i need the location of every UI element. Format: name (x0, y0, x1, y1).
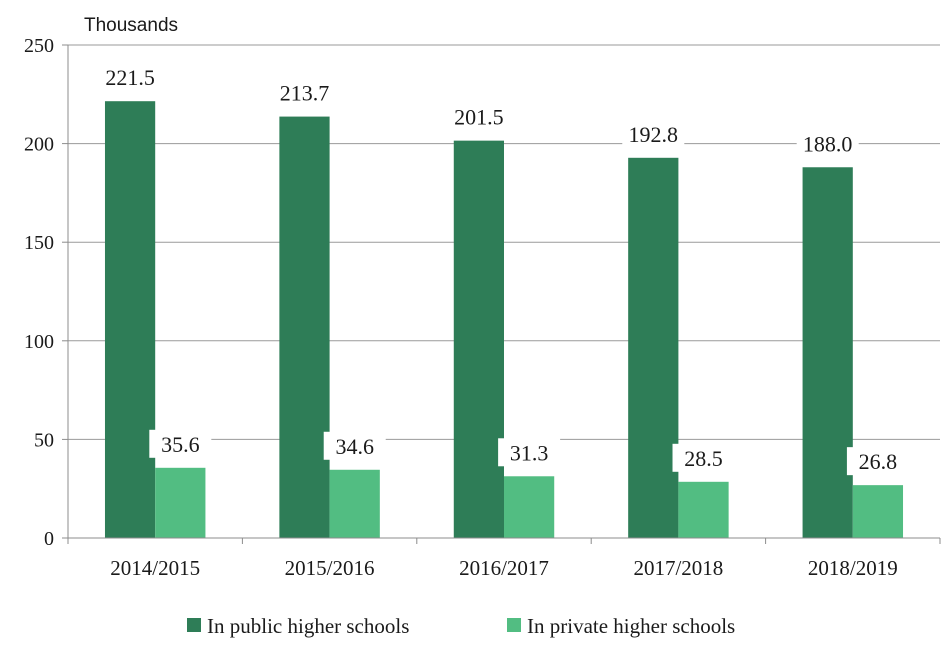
x-tick-label: 2015/2016 (285, 556, 375, 580)
data-label: 192.8 (629, 122, 679, 147)
data-label: 201.5 (454, 105, 504, 130)
x-tick-label: 2016/2017 (459, 556, 549, 580)
legend-label-private: In private higher schools (527, 614, 735, 638)
data-label-background (149, 429, 212, 458)
bar-private (678, 481, 729, 538)
y-tick-label: 50 (34, 429, 54, 451)
legend-swatch-private (507, 618, 521, 632)
bar-private (852, 485, 904, 538)
data-label: 35.6 (161, 432, 200, 457)
data-label: 213.7 (280, 81, 330, 106)
data-label-background (273, 78, 336, 107)
y-tick-label: 200 (24, 134, 54, 156)
data-label-background (846, 447, 909, 476)
data-label-background (99, 63, 162, 92)
x-axis-ticks: 2014/2015 2015/2016 2016/2017 2017/2018 2018… (67, 538, 941, 580)
data-label: 28.5 (684, 446, 723, 471)
data-label: 221.5 (105, 65, 155, 90)
legend-label-public: In public higher schools (207, 614, 409, 638)
data-label: 34.6 (335, 434, 374, 459)
data-label: 31.3 (510, 440, 549, 465)
y-axis-ticks: 0 50 100 150 200 250 (24, 35, 68, 550)
x-tick-label: 2017/2018 (633, 556, 723, 580)
data-label-background (498, 438, 561, 467)
x-tick-label: 2018/2019 (808, 556, 898, 580)
y-tick-label: 100 (24, 331, 54, 353)
bar-private (504, 476, 555, 538)
data-labels: 221.5 35.6 213.7 34.6 201.5 31.3 192.8 28.5 188.… (99, 63, 909, 476)
bar-public (628, 157, 679, 538)
x-tick-label: 2014/2015 (110, 556, 200, 580)
data-label-background (622, 119, 685, 148)
bars (104, 101, 904, 539)
bar-public (279, 116, 330, 538)
data-label-background (796, 129, 859, 158)
bar-private (155, 467, 206, 538)
y-tick-label: 0 (44, 528, 54, 550)
bar-private (329, 469, 380, 538)
data-label: 188.0 (803, 131, 853, 156)
legend: In public higher schools In private highe… (187, 614, 735, 638)
data-label-background (672, 443, 735, 472)
bar-public (802, 167, 853, 538)
data-label-background (323, 431, 386, 460)
axes (67, 45, 940, 539)
bar-public (453, 140, 504, 538)
data-label-background (447, 102, 510, 131)
bar-public (104, 101, 156, 539)
y-tick-label: 150 (24, 232, 54, 254)
y-tick-label: 250 (24, 35, 54, 57)
legend-swatch-public (187, 618, 201, 632)
unit-label: Thousands (84, 15, 178, 36)
data-label: 26.8 (859, 449, 898, 474)
